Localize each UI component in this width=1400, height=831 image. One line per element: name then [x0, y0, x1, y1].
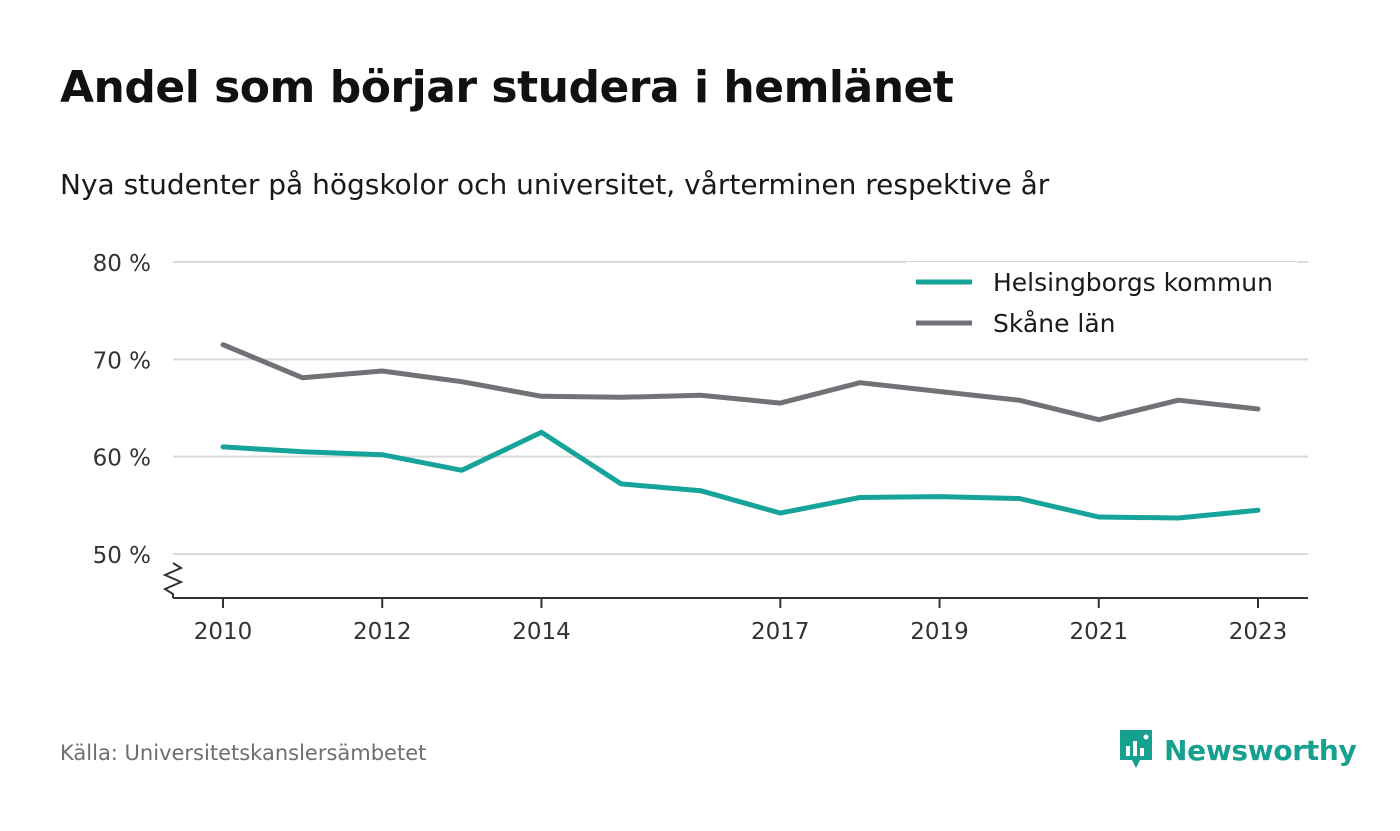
x-tick-label: 2010 [194, 619, 253, 645]
legend-background [906, 262, 1298, 346]
series-lines [220, 342, 1261, 521]
y-tick-label: 70 % [93, 348, 151, 374]
source-note: Källa: Universitetskanslersämbetet [60, 741, 427, 765]
legend: Helsingborgs kommun Skåne län [906, 262, 1298, 346]
brand-logo: Newsworthy [1118, 727, 1357, 773]
series-line-sk-ne-l-n [220, 342, 1261, 423]
x-tick-label: 2017 [751, 619, 810, 645]
x-axis [162, 562, 1308, 599]
brand-name: Newsworthy [1164, 733, 1357, 767]
x-tick-label: 2021 [1069, 619, 1128, 645]
newsworthy-logo-icon [1120, 730, 1152, 768]
x-tick-label: 2023 [1229, 619, 1288, 645]
x-tick-label: 2012 [353, 619, 412, 645]
x-tick-label: 2014 [512, 619, 571, 645]
line-chart: 50 % 60 % 70 % 80 % 2010 2012 2014 2017 2019 202… [93, 251, 1308, 645]
y-tick-label: 60 % [93, 446, 151, 472]
chart-subtitle: Nya studenter på högskolor och universit… [60, 168, 1050, 201]
y-tick-label: 80 % [93, 251, 151, 277]
legend-label: Skåne län [993, 309, 1116, 338]
legend-label: Helsingborgs kommun [993, 268, 1273, 297]
y-tick-labels: 50 % 60 % 70 % 80 % [93, 251, 151, 569]
chart-title: Andel som börjar studera i hemlänet [60, 62, 954, 113]
series-line-helsingborgs-kommun [220, 429, 1261, 521]
x-tick-labels: 2010 2012 2014 2017 2019 2021 2023 [194, 598, 1288, 645]
x-tick-label: 2019 [910, 619, 969, 645]
y-tick-label: 50 % [93, 543, 151, 569]
axis-break-icon [162, 562, 184, 598]
